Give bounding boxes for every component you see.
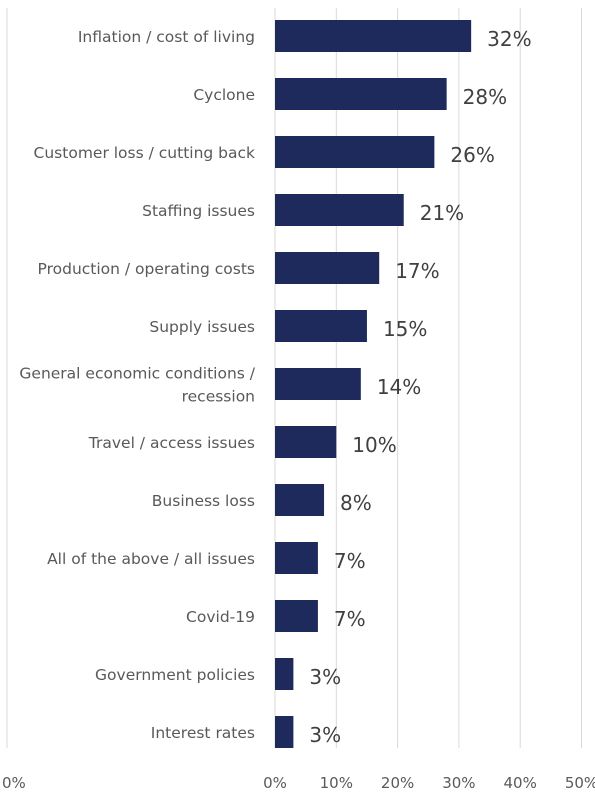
value-label-8: 8% [340,491,372,515]
bar-10 [275,600,318,632]
value-label-2: 26% [450,143,494,167]
bars [275,20,472,748]
x-axis-tick-labels: 0% 10% 20% 30% 40% 50% 0% [2,774,595,792]
bar-5 [275,310,367,342]
category-label-5: Supply issues [149,318,255,336]
x-tick-label-10: 10% [320,774,353,792]
bar-8 [275,484,325,516]
value-label-10: 7% [334,607,366,631]
value-labels: 32% 28% 26% 21% 17% 15% 14% 10% 8% 7% 7% 3% 3% [309,27,531,747]
value-label-4: 17% [395,259,439,283]
category-label-0: Inflation / cost of living [78,28,255,46]
bar-7 [275,426,337,458]
bar-6 [275,368,361,400]
value-label-11: 3% [309,665,341,689]
category-label-10: Covid-19 [186,608,255,626]
x-tick-label-0: 0% [263,774,287,792]
value-label-5: 15% [383,317,427,341]
category-label-9: All of the above / all issues [47,550,255,568]
bar-2 [275,136,435,168]
bar-1 [275,78,447,110]
x-tick-label-20: 20% [381,774,414,792]
bar-3 [275,194,404,226]
value-label-6: 14% [377,375,421,399]
bar-4 [275,252,380,284]
left-axis-tick-label: 0% [2,774,26,792]
value-label-3: 21% [420,201,464,225]
category-label-11: Government policies [95,666,255,684]
category-label-6-line-0: General economic conditions / [19,365,255,383]
category-label-4: Production / operating costs [38,260,255,278]
x-tick-label-40: 40% [504,774,537,792]
category-label-12: Interest rates [151,724,255,742]
bar-0 [275,20,472,52]
bar-11 [275,658,294,690]
category-label-7: Travel / access issues [88,434,255,452]
bar-9 [275,542,318,574]
category-label-2: Customer loss / cutting back [34,144,255,162]
category-labels: Inflation / cost of living Cyclone Custome… [19,28,255,742]
category-label-6-line-1: recession [182,388,255,406]
x-tick-label-50: 50% [565,774,595,792]
category-label-3: Staffing issues [142,202,255,220]
category-label-1: Cyclone [193,86,255,104]
value-label-9: 7% [334,549,366,573]
value-label-0: 32% [487,27,531,51]
bar-12 [275,716,294,748]
value-label-7: 10% [352,433,396,457]
value-label-12: 3% [309,723,341,747]
value-label-1: 28% [463,85,507,109]
x-tick-label-30: 30% [442,774,475,792]
category-label-8: Business loss [152,492,255,510]
